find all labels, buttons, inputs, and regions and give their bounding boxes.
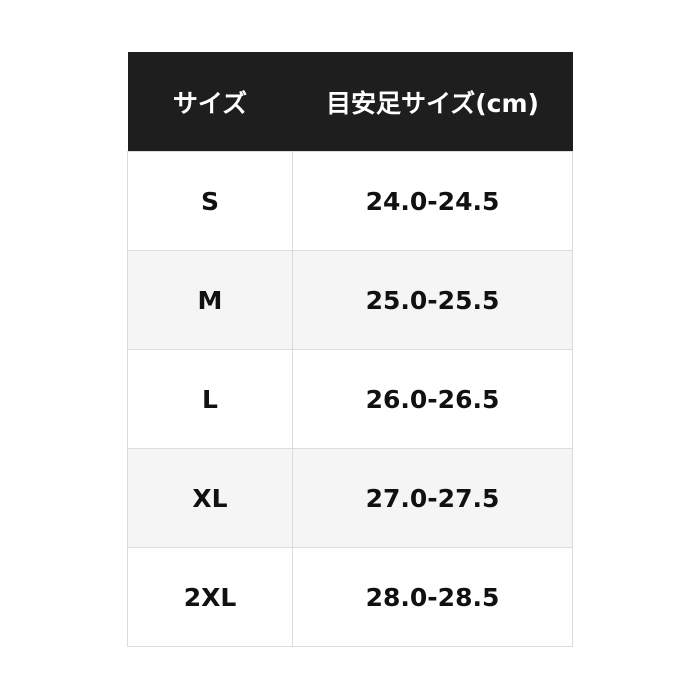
size-cell: XL <box>127 448 293 548</box>
header-row: サイズ 目安足サイズ(cm) <box>127 52 573 152</box>
foot-size-cell: 24.0-24.5 <box>292 151 573 251</box>
table-row: M 25.0-25.5 <box>127 250 573 350</box>
size-chart-table: サイズ 目安足サイズ(cm) S 24.0-24.5 M 25.0-25.5 L… <box>127 52 573 647</box>
header-size: サイズ <box>127 52 293 152</box>
size-cell: L <box>127 349 293 449</box>
header-foot-size: 目安足サイズ(cm) <box>292 52 573 152</box>
table-row: L 26.0-26.5 <box>127 349 573 449</box>
size-cell: S <box>127 151 293 251</box>
foot-size-cell: 28.0-28.5 <box>292 547 573 647</box>
size-cell: 2XL <box>127 547 293 647</box>
table-row: S 24.0-24.5 <box>127 151 573 251</box>
table-row: XL 27.0-27.5 <box>127 448 573 548</box>
foot-size-cell: 26.0-26.5 <box>292 349 573 449</box>
table-row: 2XL 28.0-28.5 <box>127 547 573 647</box>
size-cell: M <box>127 250 293 350</box>
foot-size-cell: 27.0-27.5 <box>292 448 573 548</box>
foot-size-cell: 25.0-25.5 <box>292 250 573 350</box>
